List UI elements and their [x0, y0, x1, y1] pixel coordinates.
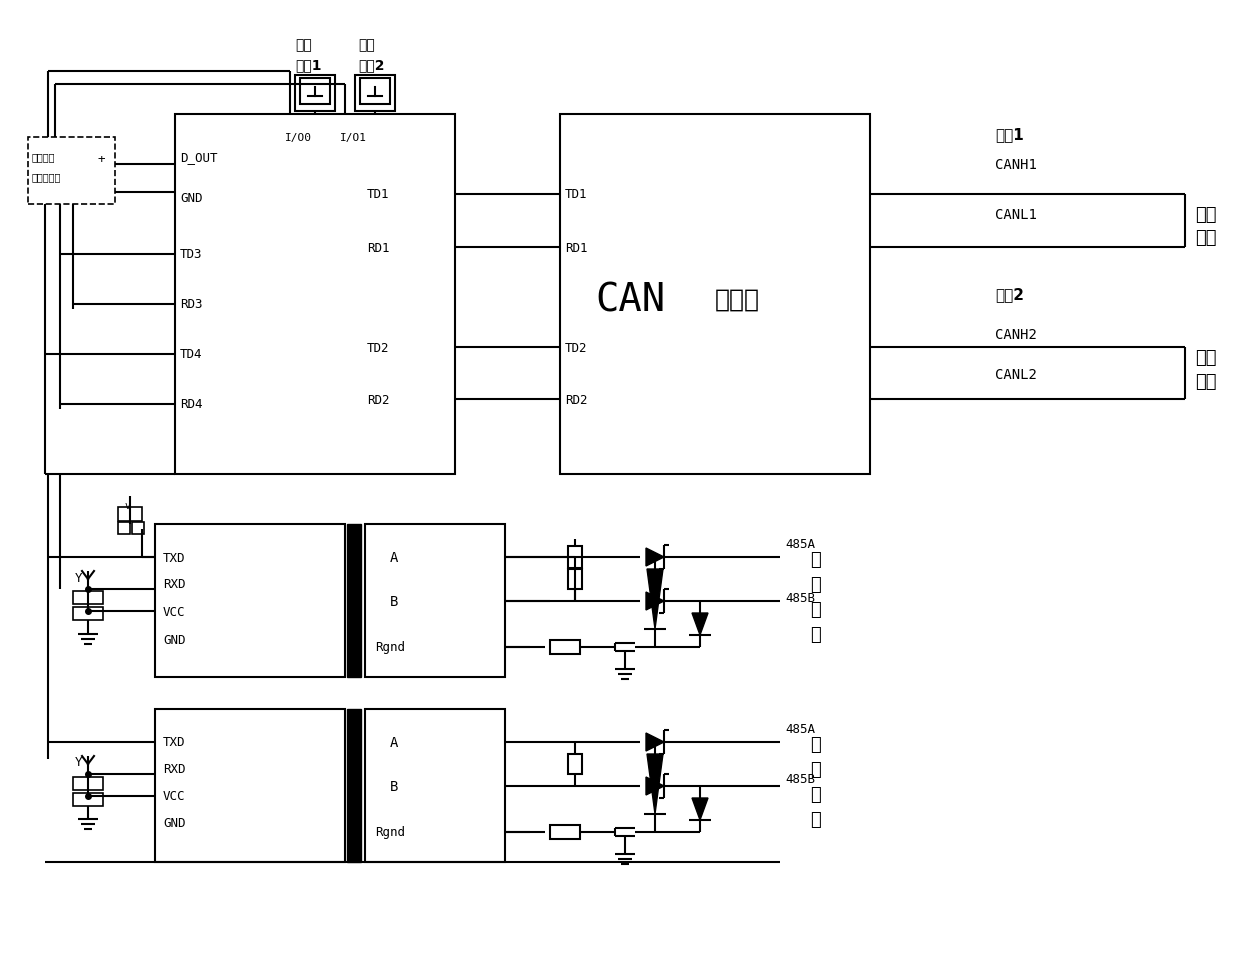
Text: TD4: TD4 — [180, 348, 202, 361]
Text: TD2: TD2 — [367, 341, 389, 354]
Text: TD2: TD2 — [565, 341, 587, 354]
Text: RXD: RXD — [164, 763, 186, 776]
Text: B: B — [390, 779, 399, 793]
Bar — [295, 76, 335, 111]
Text: TD3: TD3 — [180, 248, 202, 261]
Bar — [361, 79, 390, 105]
Text: 高压继电器: 高压继电器 — [32, 172, 62, 182]
Text: RD3: RD3 — [180, 298, 202, 311]
Bar — [175, 114, 455, 474]
Text: 收发器: 收发器 — [715, 288, 760, 312]
Polygon shape — [647, 754, 663, 814]
Text: 输: 输 — [810, 551, 820, 568]
Text: 状态反馈: 状态反馈 — [32, 152, 56, 161]
Polygon shape — [646, 593, 664, 610]
Text: 485B: 485B — [786, 591, 815, 603]
Text: RD2: RD2 — [565, 393, 587, 406]
Text: 输: 输 — [810, 735, 820, 753]
Text: CANL2: CANL2 — [995, 368, 1037, 381]
Bar — [347, 709, 361, 863]
Text: 入: 入 — [810, 575, 820, 594]
Text: RD1: RD1 — [565, 242, 587, 254]
Text: Y: Y — [76, 571, 83, 584]
Bar — [73, 793, 103, 806]
Text: RD4: RD4 — [180, 398, 202, 411]
Text: Rgnd: Rgnd — [375, 825, 405, 839]
Text: Y: Y — [76, 756, 83, 769]
Bar — [155, 709, 344, 863]
Bar — [155, 524, 344, 678]
Bar — [550, 641, 580, 654]
Text: RD1: RD1 — [367, 242, 389, 254]
Bar — [347, 524, 361, 678]
Text: CANH1: CANH1 — [995, 157, 1037, 172]
Text: VCC: VCC — [164, 604, 186, 618]
Text: 485B: 485B — [786, 773, 815, 785]
Bar — [73, 592, 103, 604]
Text: GND: GND — [164, 633, 186, 645]
Text: 出: 出 — [810, 760, 820, 778]
Polygon shape — [646, 778, 664, 795]
Text: 测: 测 — [810, 785, 820, 803]
Text: I/O1: I/O1 — [339, 133, 367, 143]
Text: 通道2: 通道2 — [995, 288, 1023, 302]
Text: 放电: 放电 — [1194, 348, 1217, 367]
Text: A: A — [390, 551, 399, 564]
Text: RXD: RXD — [164, 578, 186, 591]
Text: 485A: 485A — [786, 723, 815, 735]
Text: GND: GND — [164, 817, 186, 829]
Bar — [300, 79, 330, 105]
Text: CANL1: CANL1 — [995, 207, 1037, 222]
Text: CAN: CAN — [595, 281, 665, 319]
Bar — [567, 754, 582, 775]
Text: 充电: 充电 — [1194, 205, 1217, 224]
Bar — [550, 825, 580, 839]
Bar — [73, 607, 103, 620]
Polygon shape — [693, 613, 707, 636]
Text: 量: 量 — [810, 625, 820, 644]
Bar — [560, 114, 870, 474]
Text: A: A — [390, 735, 399, 749]
Text: 辅助: 辅助 — [295, 38, 312, 52]
Text: 通道1: 通道1 — [995, 127, 1023, 143]
Text: TXD: TXD — [164, 551, 186, 564]
Text: B: B — [390, 595, 399, 608]
Polygon shape — [693, 798, 707, 821]
Text: 量: 量 — [810, 810, 820, 828]
Polygon shape — [646, 549, 664, 566]
Bar — [356, 76, 395, 111]
Text: 485A: 485A — [786, 538, 815, 551]
Text: TXD: TXD — [164, 735, 186, 749]
Text: CANH2: CANH2 — [995, 328, 1037, 341]
Bar — [133, 522, 144, 534]
Text: I/O0: I/O0 — [285, 133, 312, 143]
Bar — [28, 138, 115, 204]
Text: 辅助: 辅助 — [358, 38, 374, 52]
Polygon shape — [646, 734, 664, 751]
Text: VCC: VCC — [164, 789, 186, 803]
Bar — [366, 524, 506, 678]
Text: GND: GND — [180, 192, 202, 204]
Bar — [366, 709, 506, 863]
Text: TD1: TD1 — [367, 189, 389, 201]
Bar — [567, 547, 582, 568]
Bar — [118, 508, 142, 521]
Text: 通信: 通信 — [1194, 229, 1217, 246]
Polygon shape — [647, 569, 663, 630]
Text: 测: 测 — [810, 600, 820, 618]
Text: 电源1: 电源1 — [295, 58, 321, 72]
Text: 电源2: 电源2 — [358, 58, 384, 72]
Text: 通信: 通信 — [1194, 373, 1217, 390]
Bar — [118, 522, 130, 534]
Text: D_OUT: D_OUT — [180, 152, 218, 164]
Text: RD2: RD2 — [367, 393, 389, 406]
Text: TD1: TD1 — [565, 189, 587, 201]
Text: v: v — [125, 501, 131, 511]
Text: +: + — [97, 154, 104, 166]
Bar — [73, 778, 103, 790]
Text: Rgnd: Rgnd — [375, 641, 405, 654]
Bar — [567, 569, 582, 590]
